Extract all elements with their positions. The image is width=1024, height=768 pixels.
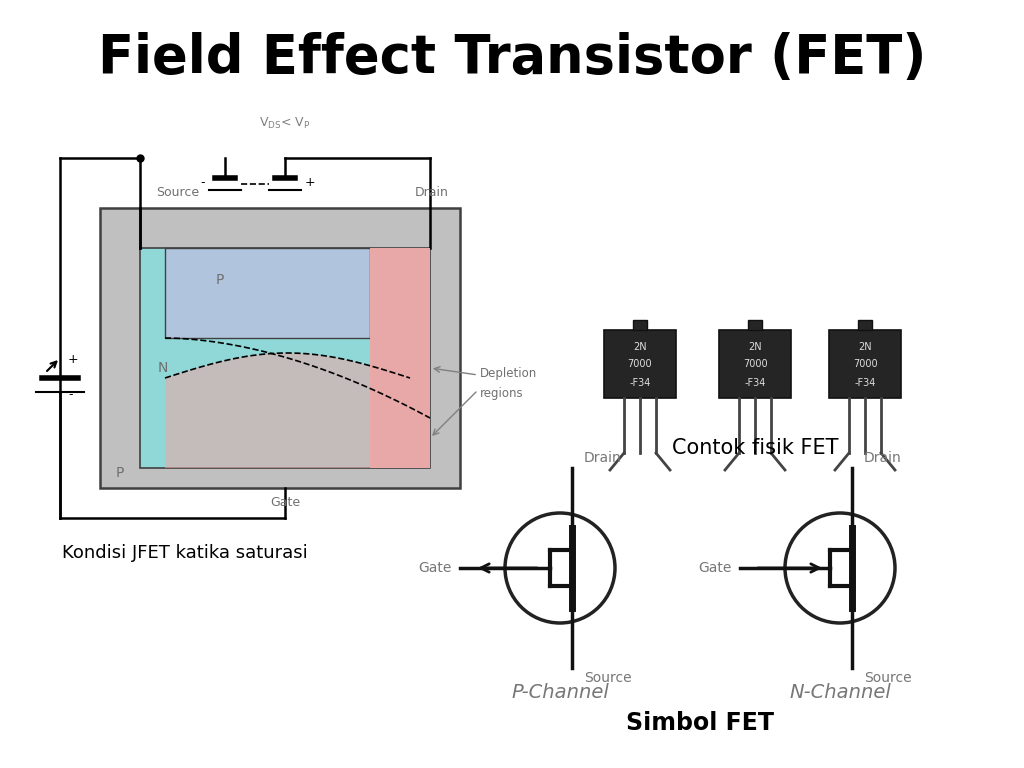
Text: Source: Source	[584, 671, 632, 685]
Text: +: +	[305, 177, 315, 190]
Text: N-Channel: N-Channel	[790, 684, 891, 703]
FancyBboxPatch shape	[165, 248, 370, 338]
Text: -: -	[68, 388, 73, 401]
Text: 2N: 2N	[633, 342, 647, 352]
Text: Drain: Drain	[584, 451, 622, 465]
FancyBboxPatch shape	[140, 248, 430, 468]
Text: 2N: 2N	[858, 342, 871, 352]
Text: +: +	[68, 353, 79, 366]
FancyBboxPatch shape	[748, 320, 762, 330]
FancyBboxPatch shape	[633, 320, 647, 330]
FancyBboxPatch shape	[719, 330, 791, 398]
Text: -F34: -F34	[854, 378, 876, 388]
Text: Contok fisik FET: Contok fisik FET	[672, 438, 839, 458]
Text: P-Channel: P-Channel	[511, 684, 609, 703]
Text: Depletion: Depletion	[480, 366, 538, 379]
Text: Field Effect Transistor (FET): Field Effect Transistor (FET)	[98, 32, 926, 84]
Text: P: P	[216, 273, 224, 287]
Text: Drain: Drain	[415, 187, 449, 200]
Text: V$_{\rm DS}$< V$_{\rm P}$: V$_{\rm DS}$< V$_{\rm P}$	[259, 115, 310, 131]
FancyBboxPatch shape	[100, 208, 460, 488]
FancyBboxPatch shape	[604, 330, 676, 398]
Text: Kondisi JFET katika saturasi: Kondisi JFET katika saturasi	[62, 544, 308, 562]
Text: Gate: Gate	[698, 561, 732, 575]
Text: 7000: 7000	[853, 359, 878, 369]
Text: Source: Source	[864, 671, 911, 685]
FancyBboxPatch shape	[829, 330, 901, 398]
Text: Drain: Drain	[864, 451, 902, 465]
Text: -F34: -F34	[744, 378, 766, 388]
Text: 2N: 2N	[749, 342, 762, 352]
Polygon shape	[165, 353, 410, 468]
Text: Source: Source	[157, 187, 200, 200]
Text: Gate: Gate	[419, 561, 452, 575]
Text: Simbol FET: Simbol FET	[626, 711, 774, 735]
Text: regions: regions	[480, 386, 523, 399]
Text: Gate: Gate	[270, 496, 300, 509]
FancyBboxPatch shape	[858, 320, 872, 330]
Text: N: N	[158, 361, 168, 375]
Text: -: -	[201, 177, 205, 190]
Text: 7000: 7000	[742, 359, 767, 369]
Text: P: P	[116, 466, 124, 480]
Text: 7000: 7000	[628, 359, 652, 369]
Text: -F34: -F34	[630, 378, 650, 388]
FancyBboxPatch shape	[370, 248, 430, 468]
